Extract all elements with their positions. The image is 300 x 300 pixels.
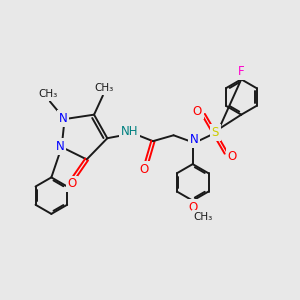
Text: NH: NH: [121, 125, 139, 138]
Text: CH₃: CH₃: [95, 83, 114, 93]
Text: O: O: [193, 105, 202, 118]
Text: S: S: [212, 126, 219, 139]
Text: O: O: [139, 163, 148, 176]
Text: O: O: [228, 150, 237, 163]
Text: O: O: [67, 177, 76, 190]
Text: CH₃: CH₃: [39, 89, 58, 99]
Text: N: N: [59, 112, 68, 125]
Text: N: N: [56, 140, 64, 153]
Text: O: O: [188, 201, 197, 214]
Text: CH₃: CH₃: [194, 212, 213, 221]
Text: F: F: [238, 65, 244, 78]
Text: N: N: [190, 133, 199, 146]
